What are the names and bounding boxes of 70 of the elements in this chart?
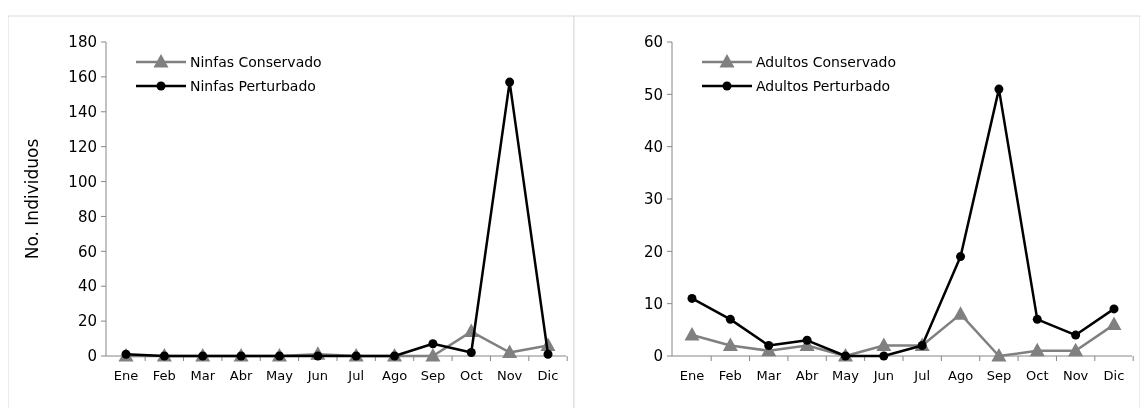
y-tick-label: 10 [643, 294, 663, 313]
y-tick-label: 20 [643, 242, 663, 261]
y-axis-title: No. Individuos [22, 138, 42, 260]
y-tick-label: 100 [68, 172, 97, 191]
point [543, 349, 553, 359]
y-tick-label: 60 [643, 33, 663, 52]
x-tick-label: Dic [537, 368, 559, 383]
x-tick-label: Oct [1026, 368, 1049, 383]
point [684, 327, 700, 341]
y-tick-label: 80 [77, 207, 97, 226]
x-tick-label: Sep [420, 368, 446, 383]
x-tick-label: Abr [795, 368, 819, 383]
y-tick-label: 60 [77, 242, 97, 261]
point [876, 337, 892, 352]
y-tick-label: 40 [77, 277, 97, 296]
point [425, 348, 441, 362]
x-tick-label: Mar [190, 368, 216, 383]
point [994, 84, 1004, 94]
x-tick-label: Dic [1103, 368, 1125, 383]
x-tick-label: Mar [756, 368, 782, 383]
legend-label: Ninfas Perturbado [190, 77, 316, 94]
y-tick-label: 140 [68, 103, 97, 122]
y-tick-label: 160 [68, 68, 97, 87]
point [879, 351, 889, 361]
point [466, 348, 476, 358]
x-tick-label: Jun [306, 368, 328, 383]
point [953, 306, 969, 320]
point [722, 337, 738, 352]
point [428, 339, 438, 349]
y-tick-label: 0 [87, 347, 97, 366]
point [502, 344, 518, 359]
x-tick-label: Abr [229, 368, 253, 383]
x-tick-label: May [832, 368, 860, 383]
y-tick-label: 50 [643, 85, 663, 104]
legend-label: Adultos Perturbado [756, 77, 891, 94]
y-tick-label: 0 [653, 347, 663, 366]
x-tick-label: Jul [347, 368, 365, 383]
point [1032, 314, 1042, 324]
y-tick-label: 120 [68, 137, 97, 156]
x-tick-label: Ene [679, 368, 705, 383]
x-tick-label: Ene [113, 368, 139, 383]
point [802, 335, 812, 345]
legend-label: Adultos Conservado [756, 53, 896, 70]
x-tick-label: Nov [1062, 368, 1089, 383]
y-tick-label: 40 [643, 137, 663, 156]
point [991, 348, 1007, 362]
point [1109, 304, 1119, 314]
point [687, 293, 697, 303]
x-tick-label: Jul [913, 368, 931, 383]
point [764, 341, 774, 351]
point [1029, 342, 1045, 357]
point [956, 252, 966, 262]
y-tick-label: 30 [643, 190, 663, 209]
legend-label: Ninfas Conservado [190, 53, 322, 70]
point [1068, 342, 1084, 357]
y-tick-label: 180 [68, 33, 97, 52]
x-tick-label: Sep [986, 368, 1012, 383]
point [505, 77, 515, 87]
x-tick-label: Feb [718, 368, 742, 383]
point [1071, 330, 1081, 340]
x-tick-label: May [266, 368, 294, 383]
x-tick-label: Ago [947, 368, 974, 383]
x-tick-label: Ago [381, 368, 408, 383]
point [725, 314, 735, 324]
x-tick-label: Nov [496, 368, 523, 383]
x-tick-label: Feb [152, 368, 176, 383]
x-tick-label: Jun [872, 368, 894, 383]
x-tick-label: Oct [460, 368, 483, 383]
point [1106, 316, 1122, 331]
y-tick-label: 20 [77, 312, 97, 331]
